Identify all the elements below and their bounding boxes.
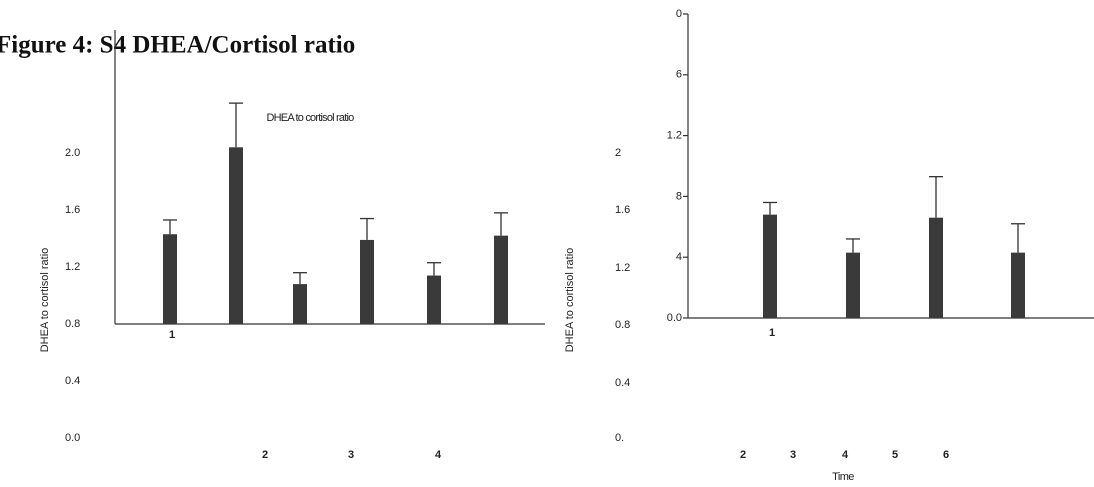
y-tick-label: 0.0 bbox=[65, 432, 80, 444]
y-axis-label: DHEA to cortisol ratio bbox=[39, 248, 51, 353]
bottom-label: 5 bbox=[892, 449, 898, 461]
bar bbox=[360, 239, 374, 324]
y-tick-label: 0.8 bbox=[65, 318, 80, 330]
bar bbox=[1011, 252, 1025, 318]
bottom-label: 3 bbox=[348, 449, 354, 461]
side-label: 2 bbox=[615, 147, 621, 159]
x-axis-label: Time bbox=[832, 471, 854, 483]
y-tick-label: 2.0 bbox=[65, 147, 80, 159]
bar bbox=[427, 275, 441, 324]
side-label: 0.8 bbox=[615, 319, 630, 331]
bar bbox=[494, 235, 508, 324]
bar bbox=[163, 234, 177, 324]
side-label: 1.6 bbox=[615, 204, 630, 216]
bar bbox=[229, 147, 243, 324]
bottom-label: 3 bbox=[790, 449, 796, 461]
y-tick-label: 1.2 bbox=[667, 130, 682, 142]
y-tick-label: 1.6 bbox=[65, 204, 80, 216]
side-label: 0. bbox=[615, 432, 624, 444]
x-tick-label: 1 bbox=[769, 327, 775, 339]
bottom-label: 2 bbox=[262, 449, 268, 461]
y-tick-label: 0.0 bbox=[667, 312, 682, 324]
bar bbox=[763, 214, 777, 318]
bar bbox=[293, 284, 307, 324]
bottom-label: 4 bbox=[842, 449, 849, 461]
bar bbox=[846, 252, 860, 318]
side-label: 0.4 bbox=[615, 377, 630, 389]
y-tick-label: 1.2 bbox=[65, 261, 80, 273]
y-tick-label: 0.4 bbox=[65, 375, 80, 387]
y-tick-label: 0 bbox=[676, 8, 682, 20]
bottom-label: 6 bbox=[943, 449, 949, 461]
x-tick-label: 1 bbox=[169, 329, 175, 341]
bar bbox=[929, 217, 943, 318]
bottom-label: 2 bbox=[740, 449, 746, 461]
annotation: DHEA to cortisol ratio bbox=[267, 112, 355, 124]
bottom-label: 4 bbox=[435, 449, 442, 461]
figure-title: Figure 4: S4 DHEA/Cortisol ratio bbox=[0, 32, 355, 59]
side-label: 1.2 bbox=[615, 262, 630, 274]
y-tick-label: 6 bbox=[676, 69, 682, 81]
y-tick-label: 8 bbox=[676, 190, 682, 202]
y-tick-label: 4 bbox=[676, 251, 682, 263]
y-axis-label: DHEA to cortisol ratio bbox=[564, 248, 576, 353]
